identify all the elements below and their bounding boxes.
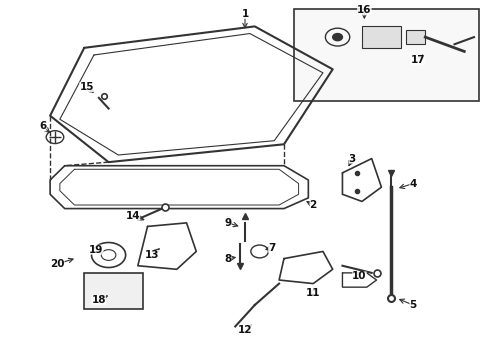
Text: 5: 5 bbox=[410, 300, 416, 310]
Text: 6: 6 bbox=[39, 121, 47, 131]
Bar bbox=[84, 273, 143, 309]
Text: 3: 3 bbox=[348, 154, 356, 163]
Text: 7: 7 bbox=[268, 243, 275, 253]
Text: 8: 8 bbox=[224, 253, 232, 264]
Text: 13: 13 bbox=[145, 250, 160, 260]
Bar bbox=[362, 26, 401, 48]
Text: 14: 14 bbox=[125, 211, 140, 221]
Text: 10: 10 bbox=[352, 271, 367, 282]
Text: 1: 1 bbox=[242, 9, 248, 19]
Text: 16: 16 bbox=[357, 5, 371, 15]
Text: 18: 18 bbox=[92, 295, 106, 305]
Text: 15: 15 bbox=[79, 82, 94, 92]
Text: 19: 19 bbox=[89, 245, 103, 255]
Text: 9: 9 bbox=[224, 218, 231, 228]
Text: 11: 11 bbox=[306, 288, 320, 297]
Text: 17: 17 bbox=[411, 55, 425, 65]
Text: 20: 20 bbox=[50, 259, 65, 269]
Text: 2: 2 bbox=[310, 200, 317, 210]
Text: 4: 4 bbox=[410, 179, 417, 189]
Bar bbox=[406, 30, 425, 44]
Circle shape bbox=[333, 33, 343, 41]
Bar bbox=[294, 9, 479, 102]
Text: 12: 12 bbox=[238, 325, 252, 335]
